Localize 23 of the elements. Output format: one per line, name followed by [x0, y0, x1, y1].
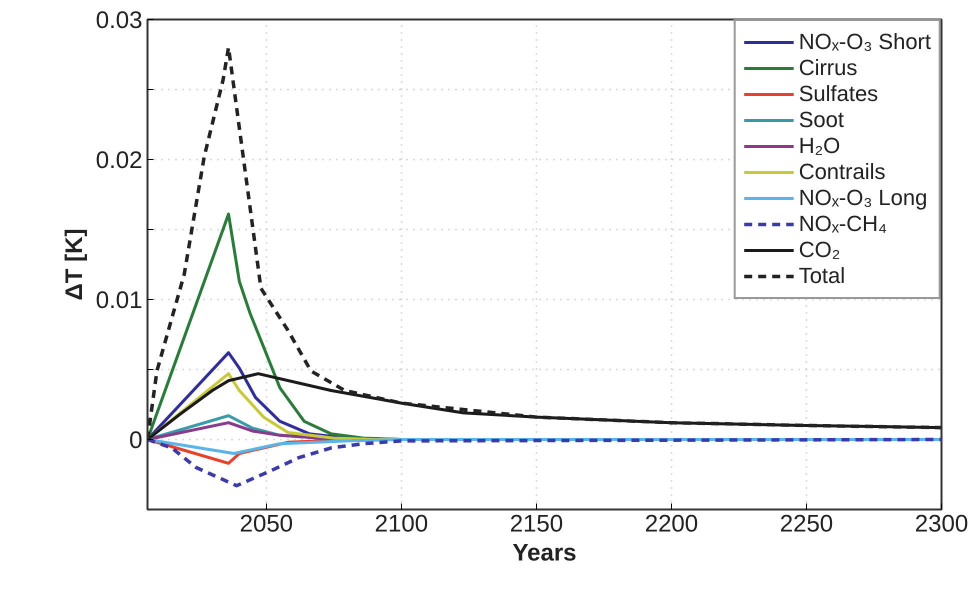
y-axis-title: ΔT [K]: [60, 228, 88, 300]
legend-label: Soot: [798, 107, 844, 133]
x-tick-label: 2100: [374, 510, 428, 538]
x-tick-label: 2250: [780, 510, 834, 538]
legend-label: NOₓ-O₃ Long: [798, 185, 928, 211]
y-tick-label: 0.01: [96, 287, 143, 314]
x-tick-label: 2050: [240, 510, 294, 538]
legend-label: Total: [798, 263, 846, 289]
legend-label: Sulfates: [798, 81, 878, 107]
x-tick-label: 2150: [510, 510, 564, 538]
legend-label: CO₂: [798, 237, 840, 263]
x-axis-title: Years: [512, 540, 577, 566]
x-tick-label: 2300: [914, 510, 968, 538]
y-tick-label: 0: [129, 427, 143, 454]
legend-label: NOₓ-O₃ Short: [798, 29, 931, 55]
y-tick-label: 0.02: [96, 147, 143, 174]
legend-label: H₂O: [798, 133, 840, 159]
y-tick-label: 0.03: [96, 7, 143, 34]
legend-label: Cirrus: [798, 55, 858, 81]
line-series: [148, 438, 942, 488]
legend-label: NOₓ-CH₄: [798, 211, 887, 237]
legend-label: Contrails: [798, 159, 886, 185]
x-tick-label: 2200: [644, 510, 698, 538]
